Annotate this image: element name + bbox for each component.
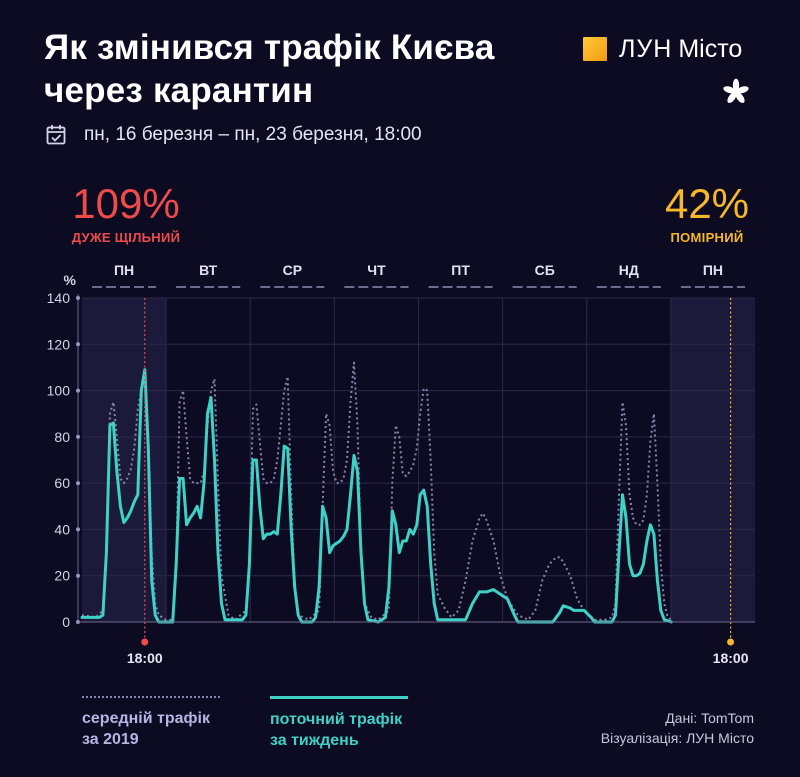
highlight-right: 42% ПОМІРНИЙ	[652, 180, 762, 245]
y-tick-dot-40	[76, 527, 80, 532]
calendar-check-icon	[46, 125, 66, 145]
marker-label-1: 18:00	[713, 650, 749, 666]
day-label-3: ЧТ	[367, 262, 386, 278]
day-label-7: ПН	[703, 262, 723, 278]
highlight-band-day-7	[670, 298, 755, 622]
y-tick-label-140: 140	[47, 290, 71, 306]
date-range-text: пн, 16 березня – пн, 23 березня, 18:00	[84, 124, 422, 145]
legend-avg-line2: за 2019	[82, 731, 139, 748]
highlight-left-value: 109%	[72, 180, 180, 227]
y-tick-label-60: 60	[54, 475, 70, 491]
series-line-current	[80, 368, 673, 624]
day-label-6: НД	[619, 262, 639, 278]
y-tick-dot-100	[76, 388, 80, 393]
marker-dot-1	[727, 638, 735, 646]
date-range: пн, 16 березня – пн, 23 березня, 18:00	[46, 124, 422, 146]
legend-avg-2019: середній трафік за 2019	[82, 696, 220, 750]
day-label-1: ВТ	[199, 262, 218, 278]
logo-brand-text: ЛУН	[619, 34, 673, 63]
y-tick-label-100: 100	[47, 383, 71, 399]
highlight-left: 109% ДУЖЕ ЩІЛЬНИЙ	[56, 180, 196, 245]
legend-avg-swatch	[82, 696, 220, 698]
legend-current-line1: поточний трафік	[270, 711, 403, 728]
chestnut-flower-icon	[723, 78, 749, 104]
y-tick-label-120: 120	[47, 336, 71, 352]
legend-current: поточний трафік за тиждень	[270, 696, 408, 751]
marker-dot-0	[141, 638, 149, 646]
credits: Дані: TomTom Візуалізація: ЛУН Місто	[601, 708, 754, 748]
y-axis-label: %	[64, 272, 77, 288]
highlight-left-label: ДУЖЕ ЩІЛЬНИЙ	[71, 230, 181, 245]
y-tick-dot-120	[76, 342, 80, 347]
brand-logo: ЛУН Місто	[583, 34, 743, 63]
y-tick-dot-20	[76, 573, 80, 578]
legend-current-line2: за тиждень	[270, 732, 359, 749]
page-title: Як змінився трафік Києва через карантин	[44, 28, 495, 110]
credits-viz: Візуалізація: ЛУН Місто	[600, 730, 754, 746]
y-tick-label-80: 80	[54, 429, 70, 445]
logo-square-icon	[583, 37, 607, 61]
legend-current-swatch	[270, 696, 408, 699]
legend-avg-line1: середній трафік	[82, 710, 210, 727]
y-tick-label-20: 20	[54, 568, 70, 584]
day-label-4: ПТ	[451, 262, 470, 278]
y-tick-label-40: 40	[54, 521, 70, 537]
y-tick-label-0: 0	[62, 614, 70, 630]
credits-data: Дані: TomTom	[665, 710, 754, 726]
marker-label-0: 18:00	[127, 650, 163, 666]
y-tick-dot-80	[76, 434, 80, 439]
logo-sub-text: Місто	[678, 34, 743, 63]
day-label-2: СР	[283, 262, 302, 278]
y-tick-dot-60	[76, 481, 80, 486]
day-label-5: СБ	[535, 262, 555, 278]
y-tick-dot-140	[76, 296, 80, 300]
day-label-0: ПН	[114, 262, 134, 278]
highlight-right-label: ПОМІРНИЙ	[670, 230, 744, 245]
series-line-avg-2019	[81, 361, 672, 621]
highlight-right-value: 42%	[664, 180, 750, 227]
